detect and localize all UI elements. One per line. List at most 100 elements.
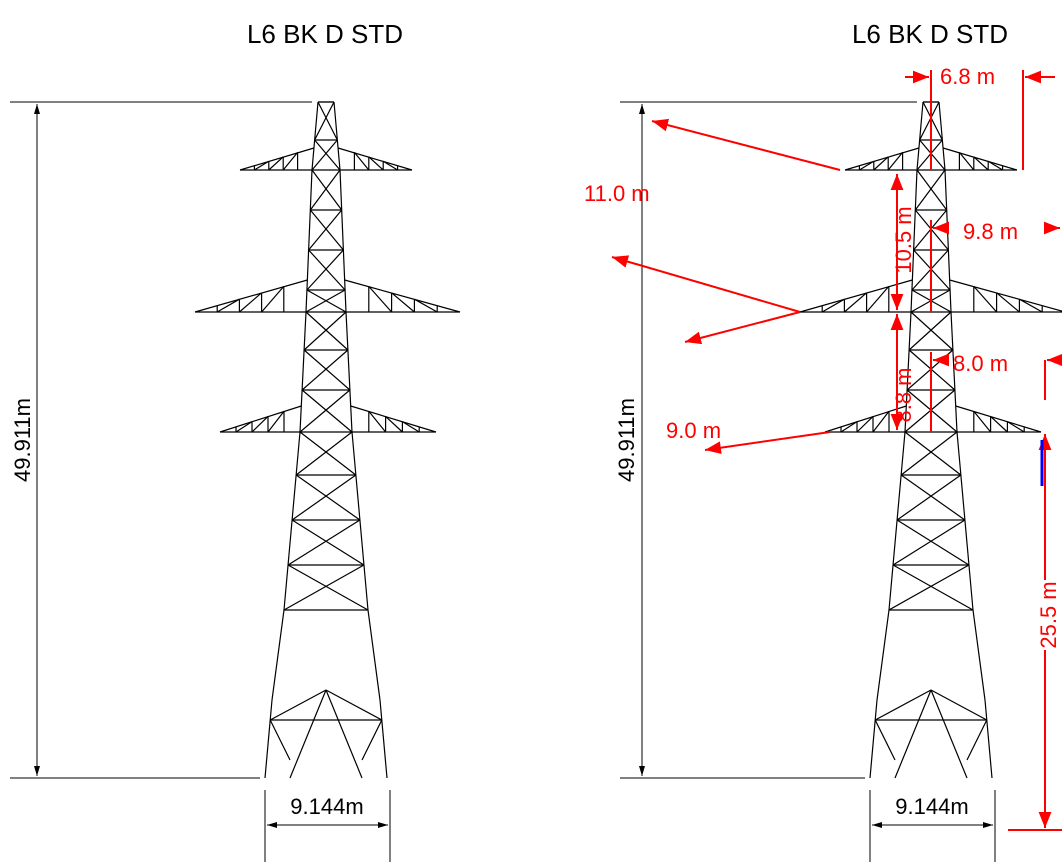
member: [289, 689, 327, 779]
dim-label: 9.0 m: [666, 418, 721, 443]
member: [282, 152, 299, 171]
member: [299, 311, 307, 433]
member: [908, 311, 952, 351]
member: [308, 209, 343, 251]
member: [956, 431, 974, 611]
member: [874, 719, 896, 761]
member: [267, 410, 285, 433]
member: [821, 298, 845, 313]
member: [283, 564, 365, 611]
member: [368, 286, 393, 313]
member: [301, 389, 353, 433]
member: [261, 286, 285, 313]
dim-label: 10.5 m: [891, 206, 916, 273]
member: [344, 279, 461, 313]
dim-label: 8.8 m: [891, 367, 916, 422]
member: [966, 719, 988, 761]
member: [904, 389, 956, 433]
member: [887, 152, 904, 171]
dim-label: 9.8 m: [963, 219, 1018, 244]
title: L6 BK D STD: [852, 19, 1008, 49]
member: [799, 279, 913, 313]
member: [1019, 298, 1043, 313]
member: [919, 101, 940, 141]
member: [840, 421, 858, 433]
member: [973, 410, 992, 433]
member: [872, 410, 890, 433]
member: [904, 311, 912, 433]
left-dimensions: [10, 101, 391, 862]
member: [990, 415, 1008, 433]
member: [900, 431, 958, 476]
member: [938, 101, 946, 171]
member: [942, 147, 1018, 171]
member: [301, 349, 349, 391]
member: [216, 298, 240, 313]
member: [268, 156, 284, 171]
dim-label: 6.8 m: [940, 64, 995, 89]
member: [888, 431, 906, 611]
member: [958, 152, 975, 171]
member: [368, 410, 387, 433]
member: [309, 169, 341, 211]
member: [264, 699, 273, 779]
title: L6 BK D STD: [247, 19, 403, 49]
member: [314, 101, 335, 141]
member: [949, 279, 1062, 312]
member: [844, 292, 867, 313]
member: [303, 349, 351, 391]
member: [309, 209, 344, 251]
member: [900, 474, 966, 521]
member: [414, 298, 438, 313]
member: [219, 405, 302, 433]
member: [353, 152, 370, 171]
member: [866, 286, 890, 313]
member: [194, 279, 308, 313]
member: [955, 405, 1042, 433]
member: [333, 101, 341, 171]
member: [904, 431, 962, 476]
member: [311, 139, 338, 171]
member: [859, 160, 875, 171]
member: [271, 609, 285, 701]
member: [1007, 421, 1025, 433]
member: [314, 139, 341, 171]
member: [306, 249, 344, 291]
member: [254, 160, 270, 171]
right-dimensions: [620, 101, 996, 862]
member: [874, 689, 932, 721]
dim-label: 11.0 m: [584, 181, 650, 206]
member: [379, 699, 388, 779]
member: [299, 389, 351, 433]
red-dimensions: [611, 70, 1062, 831]
member: [311, 169, 343, 211]
member: [235, 421, 253, 433]
member: [944, 169, 952, 313]
member: [325, 689, 383, 721]
member: [914, 169, 946, 211]
member: [368, 156, 384, 171]
member: [888, 564, 970, 611]
member: [996, 292, 1020, 313]
base-label: 9.144m: [895, 794, 968, 819]
member: [987, 160, 1003, 171]
member: [295, 431, 353, 476]
member: [906, 389, 958, 433]
member: [283, 431, 301, 611]
member: [303, 311, 347, 351]
member: [973, 286, 998, 313]
member: [325, 689, 363, 779]
member: [305, 311, 349, 351]
member: [385, 415, 403, 433]
height-label: 49.911m: [614, 398, 639, 482]
member: [930, 689, 988, 721]
member: [916, 139, 943, 171]
member: [910, 311, 954, 351]
member: [922, 101, 943, 141]
member: [402, 421, 420, 433]
member: [894, 689, 932, 779]
member: [367, 609, 381, 701]
dim-label: 8.0 m: [953, 351, 1008, 376]
member: [919, 139, 946, 171]
